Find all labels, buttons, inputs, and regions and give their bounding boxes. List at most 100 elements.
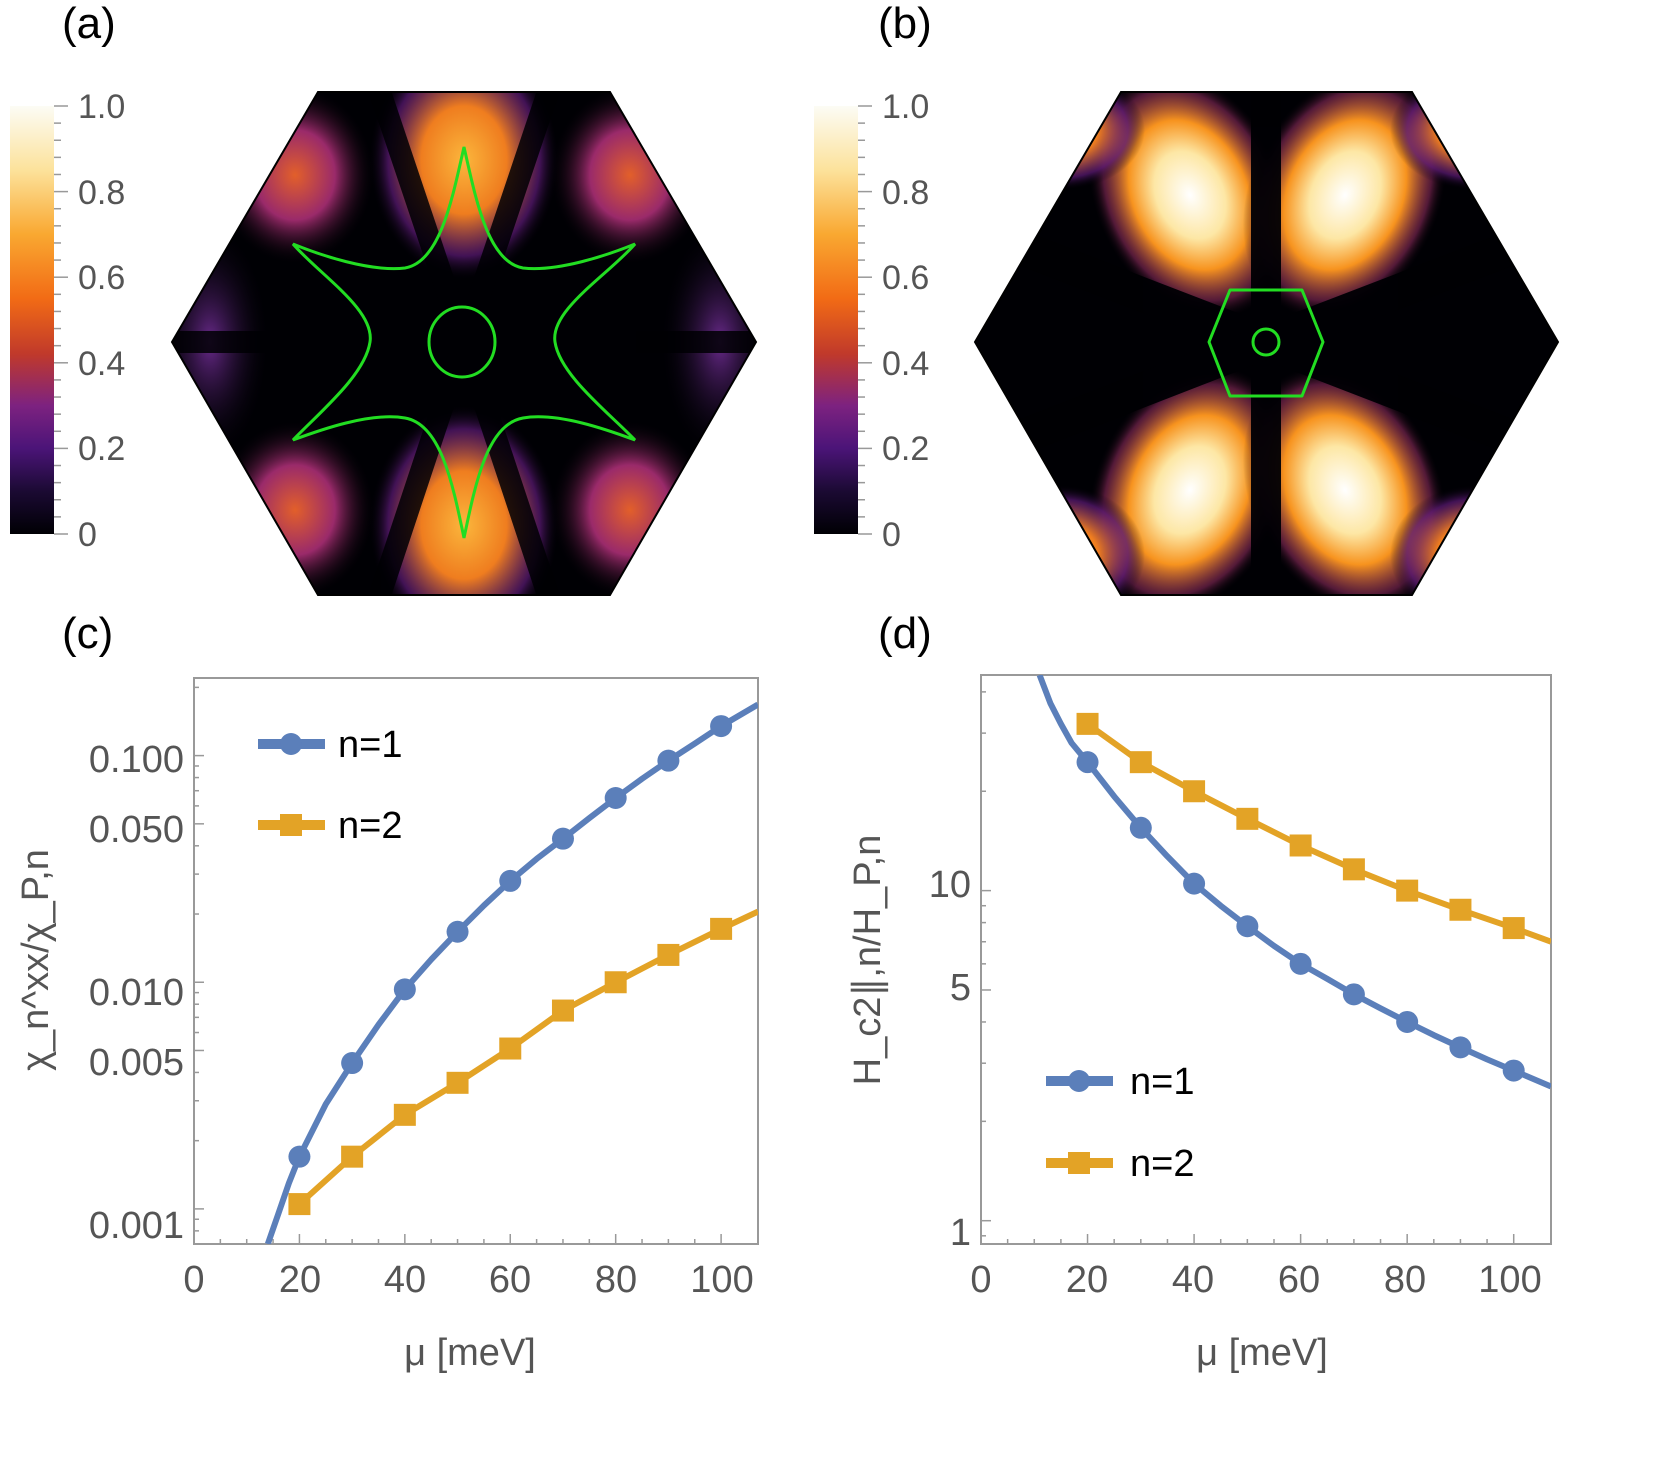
data-point-n=2 [288, 1193, 311, 1216]
data-point-n=1 [341, 1052, 364, 1075]
data-point-n=1 [1342, 983, 1365, 1006]
x-tick-label: 80 [1384, 1259, 1426, 1301]
data-point-n=2 [341, 1145, 364, 1168]
data-point-n=1 [1502, 1059, 1525, 1082]
heatmap-b [973, 91, 1560, 596]
colorbar-b-tick-label: 0 [882, 516, 901, 554]
legend-entry-n2: n=2 [1130, 1143, 1194, 1185]
x-tick-label: 20 [1066, 1259, 1108, 1301]
data-point-n=1 [393, 978, 416, 1001]
chart-d-series [1036, 675, 1551, 1090]
data-point-n=2 [1236, 807, 1259, 830]
colorbar-a-gradient [10, 106, 54, 534]
chart-d: 0 20 40 60 80 100 10 5 1 μ [meV] H_c2∥,n… [847, 674, 1552, 1374]
data-point-n=1 [1289, 952, 1312, 975]
x-tick-label: 0 [970, 1259, 991, 1301]
x-tick-label: 80 [595, 1259, 637, 1301]
x-tick-label: 100 [1478, 1259, 1541, 1301]
data-point-n=2 [1449, 898, 1472, 921]
data-point-n=2 [393, 1103, 416, 1126]
data-point-n=2 [657, 943, 680, 966]
colorbar-b-tick-label: 1.0 [882, 88, 929, 126]
colorbar-a-ticks [54, 105, 68, 535]
chart-d-legend: n=1 n=2 [1046, 1061, 1194, 1185]
data-point-n=2 [1076, 712, 1099, 735]
colorbar-a-tick-label: 1.0 [78, 88, 125, 126]
legend-entry-n1: n=1 [1130, 1061, 1194, 1103]
colorbar-b-tick-label: 0.4 [882, 345, 929, 383]
legend-entry-n1: n=1 [338, 724, 402, 766]
chart-c-frame [193, 677, 759, 1245]
data-point-n=2 [1183, 780, 1206, 803]
data-point-n=2 [1289, 834, 1312, 857]
colorbar-b-ticks [858, 105, 872, 535]
x-tick-label: 100 [690, 1259, 753, 1301]
contour-small-ring [1251, 327, 1281, 357]
x-tick-label: 40 [1172, 1259, 1214, 1301]
panel-label-c: (c) [62, 609, 113, 658]
contour-hexagon [1207, 288, 1325, 398]
data-point-n=1 [499, 869, 522, 892]
colorbar-b-tick-label: 0.8 [882, 174, 929, 212]
data-point-n=2 [1502, 917, 1525, 940]
heatmap-a [170, 91, 758, 596]
series-line-n=2 [297, 908, 758, 1207]
y-tick-label: 1 [950, 1212, 971, 1254]
chart-d-x-axis-label: μ [meV] [1196, 1332, 1328, 1374]
colorbar-a-tick-label: 0.6 [78, 259, 125, 297]
colorbar-b-gradient [814, 106, 858, 534]
x-tick-label: 60 [489, 1259, 531, 1301]
x-tick-label: 40 [384, 1259, 426, 1301]
chart-d-y-tick-labels: 10 5 1 [929, 864, 971, 1254]
chart-d-ticks [980, 691, 1515, 1244]
chart-d-x-tick-labels: 0 20 40 60 80 100 [970, 1259, 1541, 1301]
chart-c-series [264, 701, 758, 1244]
data-point-n=1 [1129, 816, 1152, 839]
y-tick-label: 0.005 [89, 1042, 184, 1084]
data-point-n=1 [657, 749, 680, 772]
y-tick-label: 0.001 [89, 1205, 184, 1247]
panel-label-d: (d) [878, 609, 932, 658]
data-point-n=1 [604, 787, 627, 810]
chart-c: 0 20 40 60 80 100 0.100 0.050 0.010 0.00… [15, 677, 759, 1374]
chart-c-y-tick-labels: 0.100 0.050 0.010 0.005 0.001 [89, 739, 184, 1247]
data-point-n=2 [604, 971, 627, 994]
chart-c-legend: n=1 n=2 [258, 724, 402, 847]
data-point-n=1 [446, 920, 469, 943]
data-point-n=2 [499, 1037, 522, 1060]
contour-star [291, 146, 637, 539]
data-point-n=1 [1396, 1010, 1419, 1033]
data-point-n=2 [1396, 879, 1419, 902]
colorbar-b-tick-label: 0.2 [882, 430, 929, 468]
chart-c-x-tick-labels: 0 20 40 60 80 100 [183, 1259, 753, 1301]
contour-inner-ring [427, 305, 497, 379]
chart-d-y-axis-label: H_c2∥,n/H_P,n [847, 835, 889, 1086]
data-point-n=1 [551, 827, 574, 850]
x-tick-label: 60 [1278, 1259, 1320, 1301]
colorbar-b: 1.0 0.8 0.6 0.4 0.2 0 [814, 88, 929, 554]
legend-entry-n2: n=2 [338, 805, 402, 847]
data-point-n=2 [446, 1071, 469, 1094]
data-point-n=2 [1342, 858, 1365, 881]
colorbar-a-tick-label: 0.2 [78, 430, 125, 468]
data-point-n=2 [551, 999, 574, 1022]
y-tick-label: 0.100 [89, 739, 184, 781]
chart-d-frame [980, 674, 1552, 1245]
data-point-n=1 [1076, 751, 1099, 774]
chart-c-x-axis-label: μ [meV] [404, 1332, 536, 1374]
y-tick-label: 0.010 [89, 972, 184, 1014]
data-point-n=1 [1183, 872, 1206, 895]
y-tick-label: 10 [929, 864, 971, 906]
data-point-n=1 [1236, 915, 1259, 938]
colorbar-a-tick-label: 0.8 [78, 174, 125, 212]
x-tick-label: 0 [183, 1259, 204, 1301]
data-point-n=1 [1449, 1036, 1472, 1059]
series-line-n=1 [1036, 675, 1551, 1090]
y-tick-label: 0.050 [89, 809, 184, 851]
chart-c-y-axis-label: χ_n^xx/χ_P,n [15, 849, 57, 1071]
data-point-n=2 [710, 917, 733, 940]
chart-c-ticks [193, 686, 722, 1245]
x-tick-label: 20 [279, 1259, 321, 1301]
data-point-n=2 [1129, 751, 1152, 774]
colorbar-a-tick-label: 0.4 [78, 345, 125, 383]
